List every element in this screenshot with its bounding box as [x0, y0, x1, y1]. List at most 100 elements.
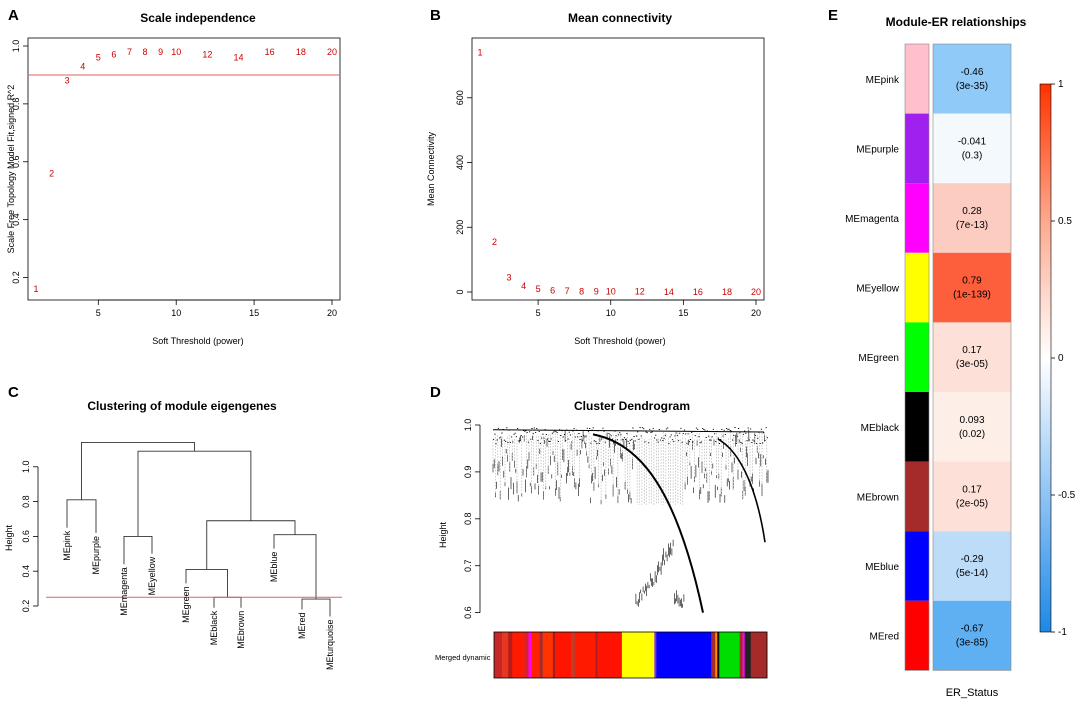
panel-d-colorbar-segment — [597, 632, 623, 678]
panel-a-point-7: 7 — [127, 47, 132, 57]
panel-d-colorbar-segment — [744, 632, 752, 678]
panel-e-corr-value: 0.17 — [962, 484, 982, 495]
panel-a-point-1: 1 — [33, 284, 38, 294]
panel-a-y-tick-label: 0.6 — [11, 156, 21, 169]
panel-c-branch — [273, 534, 317, 600]
panel-d-colorbar-segment — [719, 632, 740, 678]
panel-e-p-value: (3e-05) — [956, 359, 988, 370]
panel-c-branch — [137, 450, 252, 537]
panel-a-point-2: 2 — [49, 168, 54, 178]
panel-c-leaf-labels: MEpink MEpurple MEmagenta MEyellow MEgreen ME… — [62, 530, 335, 670]
panel-e-cell-MEpurple — [933, 113, 1011, 184]
panel-e-p-value: (0.3) — [962, 150, 983, 161]
panel-d-colorbar-frame — [493, 631, 768, 679]
panel-b-y-tick-label: 0 — [455, 289, 465, 294]
panel-b-point-9: 9 — [594, 287, 599, 297]
panel-letter-c: C — [8, 384, 19, 401]
panel-d-colorbar-segment — [571, 632, 576, 678]
panel-e-module-swatch-MEblue — [905, 531, 929, 601]
panel-d-y-tick-label: 0.6 — [463, 606, 473, 619]
panel-e-module-swatch-MEblack — [905, 392, 929, 462]
panel-d-deep-branch — [717, 438, 766, 543]
panel-b-point-16: 16 — [693, 287, 703, 297]
panel-c-dendrogram — [66, 441, 331, 617]
panel-e-xlabel: ER_Status — [946, 687, 999, 699]
panel-b-plot-frame — [471, 37, 765, 301]
panel-c-leaf-MEpink: MEpink — [62, 530, 72, 561]
panel-e-p-value: (2e-05) — [956, 498, 988, 509]
panel-d-colorbar-segment — [750, 632, 768, 678]
panel-e-cell-MEyellow — [933, 252, 1011, 323]
panel-a-y-tick-label: 0.4 — [11, 213, 21, 226]
panel-c-leaf-MEpurple: MEpurple — [91, 536, 101, 575]
panel-b-point-5: 5 — [536, 284, 541, 294]
panel-b-point-18: 18 — [722, 287, 732, 297]
panel-d-title: Cluster Dendrogram — [574, 399, 690, 413]
panel-a-point-18: 18 — [296, 47, 306, 57]
panel-b-point-7: 7 — [565, 286, 570, 296]
panel-e-module-swatch-MEpink — [905, 44, 929, 114]
panel-a-point-9: 9 — [158, 47, 163, 57]
panel-d-colorbar-segment — [711, 632, 716, 678]
panel-e-row-label: MEgreen — [858, 353, 899, 364]
panel-c-ylabel: Height — [4, 524, 14, 551]
panel-d-colorbar-segment — [654, 632, 657, 678]
panel-c-y-tick-label: 0.2 — [21, 600, 31, 613]
panel-c-leaf-MEblue: MEblue — [269, 552, 279, 583]
panel-a-ylabel: Scale Free Topology Model Fit,signed R^2 — [6, 85, 16, 254]
panel-e-cell-MEred — [933, 600, 1011, 671]
panel-e-colorbar-tick-label: -1 — [1058, 627, 1067, 638]
panel-c-y-tick-label: 0.4 — [21, 565, 31, 578]
panel-c-leaf-MEred: MEred — [297, 612, 307, 639]
panel-b-point-12: 12 — [635, 287, 645, 297]
panel-b-point-8: 8 — [579, 286, 584, 296]
panel-d-colorbar-segment — [502, 632, 509, 678]
panel-c-y-tick-label: 0.8 — [21, 495, 31, 508]
panel-e-row-label: MEyellow — [856, 284, 900, 295]
panel-c-leaf-MEbrown: MEbrown — [236, 611, 246, 649]
panel-c-title: Clustering of module eigengenes — [87, 399, 277, 413]
panel-e-cell-MEgreen — [933, 322, 1011, 392]
panel-e-corr-value: 0.093 — [959, 415, 984, 426]
panel-d-colorbar-segment — [528, 632, 532, 678]
panel-e-module-swatch-MEmagenta — [905, 183, 929, 253]
panel-a-point-12: 12 — [202, 50, 212, 60]
panel-d-colorbar-segment — [494, 632, 503, 678]
panel-a-point-8: 8 — [143, 47, 148, 57]
panel-a-y-tick-label: 0.2 — [11, 271, 21, 284]
panel-e-row-label: MEpurple — [856, 144, 899, 155]
panel-c-leaf-MEturquoise: MEturquoise — [325, 619, 335, 670]
panel-b-y-tick-label: 600 — [455, 90, 465, 105]
panel-d-axis: 0.6 0.7 0.8 0.9 1.0 — [463, 419, 481, 619]
panel-b-x-tick-label: 5 — [536, 308, 541, 318]
panel-e-cell-MEmagenta — [933, 183, 1011, 253]
panel-e-row-label: MEbrown — [857, 492, 899, 503]
panel-b-point-1: 1 — [477, 47, 482, 57]
panel-e-p-value: (5e-14) — [956, 568, 988, 579]
panel-d-colorbar-segment — [554, 632, 572, 678]
panel-e-module-swatch-MEbrown — [905, 461, 929, 532]
panel-e-module-swatch-MEred — [905, 600, 929, 671]
panel-a-point-10: 10 — [171, 47, 181, 57]
panel-b-ylabel: Mean Connectivity — [426, 131, 436, 206]
panel-e-row-label: MEpink — [866, 75, 900, 86]
panel-e-p-value: (3e-35) — [956, 81, 988, 92]
panel-e-colorbar-tick-label: 1 — [1058, 79, 1064, 90]
panel-b-point-14: 14 — [664, 287, 674, 297]
panel-b-x-tick-label: 15 — [678, 308, 688, 318]
panel-d-y-tick-label: 0.7 — [463, 559, 473, 572]
panel-e-corr-value: -0.46 — [961, 67, 984, 78]
panel-e-module-trait-heatmap: Module-ER relationships MEpink -0.46 (3e-3… — [845, 15, 1076, 699]
panel-e-module-frame — [904, 43, 930, 671]
panel-d-module-colorbar — [493, 631, 768, 679]
panel-e-corr-value: -0.29 — [961, 554, 984, 565]
panel-a-title: Scale independence — [140, 11, 256, 25]
panel-d-colorbar-segment — [552, 632, 556, 678]
panel-a-point-20: 20 — [327, 47, 337, 57]
panel-e-colorbar — [1039, 83, 1052, 633]
panel-b-x-tick-label: 20 — [751, 308, 761, 318]
panel-b-x-tick-label: 10 — [606, 308, 616, 318]
panel-a-axes: 5 10 15 200.20.40.60.81.0 — [11, 40, 337, 318]
